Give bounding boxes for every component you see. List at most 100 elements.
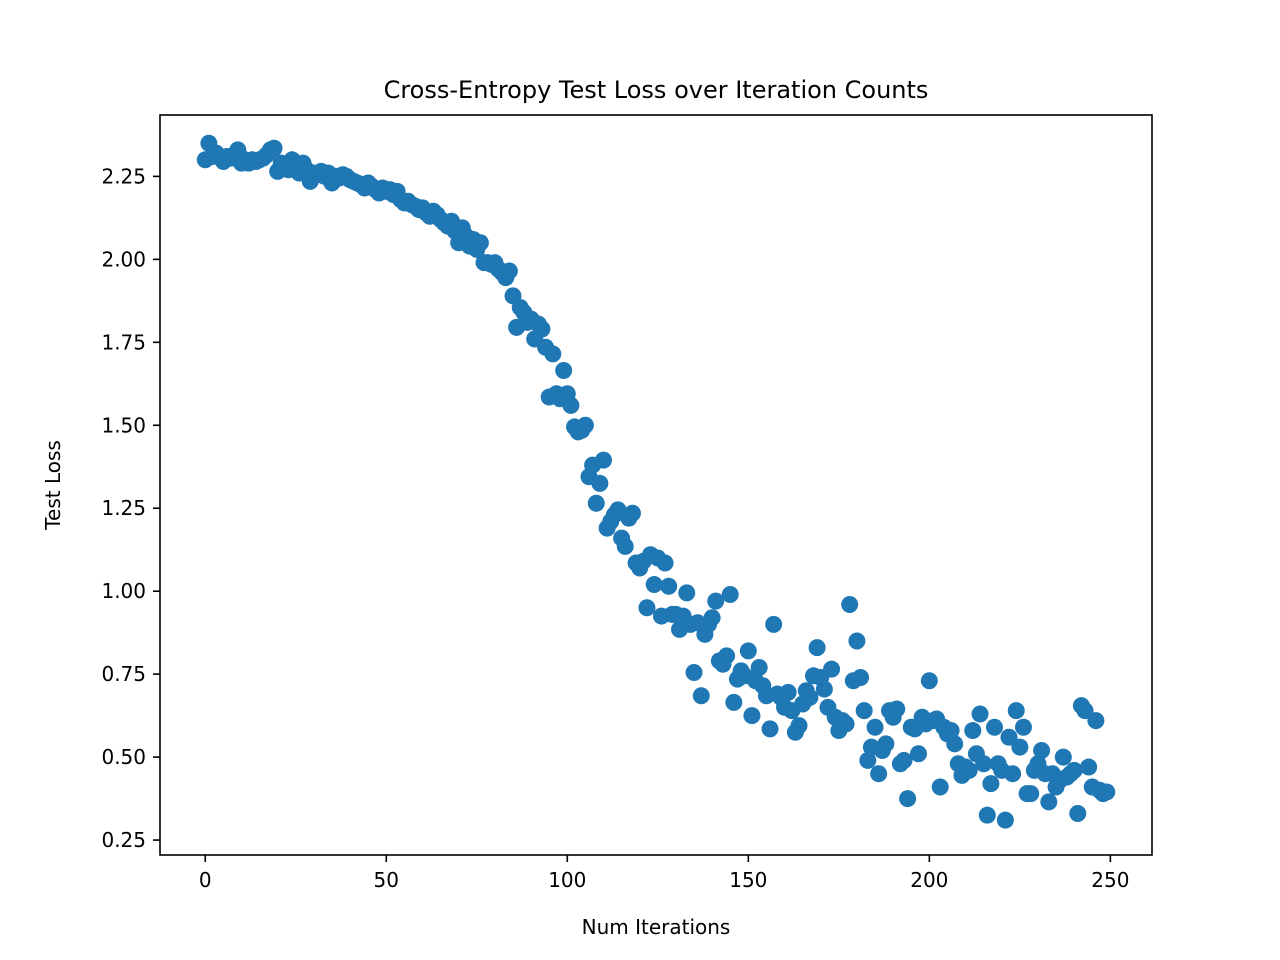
data-point <box>692 687 710 705</box>
data-point <box>1080 758 1098 776</box>
data-point <box>837 715 855 733</box>
x-tick-label: 0 <box>199 868 212 892</box>
data-point <box>721 586 739 604</box>
y-tick-label: 1.00 <box>101 579 146 603</box>
data-point <box>660 577 678 595</box>
data-point <box>703 609 721 627</box>
data-point <box>975 755 993 773</box>
data-point <box>678 584 696 602</box>
y-tick-label: 1.50 <box>101 413 146 437</box>
x-tick-label: 250 <box>1091 868 1129 892</box>
data-point <box>848 632 866 650</box>
data-point <box>841 595 859 613</box>
data-point <box>471 234 489 252</box>
data-point <box>587 494 605 512</box>
data-point <box>888 700 906 718</box>
data-point <box>265 139 283 157</box>
y-tick-label: 0.75 <box>101 662 146 686</box>
data-point <box>555 362 573 380</box>
data-point <box>920 672 938 690</box>
data-point <box>761 720 779 738</box>
x-axis: 0 50 100 150 200 250 <box>199 855 1129 892</box>
x-tick-label: 50 <box>374 868 399 892</box>
data-point <box>815 680 833 698</box>
data-point <box>1033 741 1051 759</box>
data-point <box>544 345 562 363</box>
data-point <box>986 718 1004 736</box>
data-point <box>576 416 594 434</box>
data-point <box>1040 793 1058 811</box>
data-point <box>1076 702 1094 720</box>
y-axis: 0.25 0.50 0.75 1.00 1.25 1.50 1.75 2.00 2.25 <box>101 164 160 852</box>
data-point <box>500 262 518 280</box>
data-point <box>616 537 634 555</box>
plot-area-frame <box>159 114 1153 856</box>
data-point <box>852 668 870 686</box>
data-point <box>645 576 663 594</box>
y-tick-label: 0.50 <box>101 745 146 769</box>
data-point <box>801 688 819 706</box>
data-point <box>931 778 949 796</box>
y-axis-label: Test Loss <box>41 440 65 531</box>
data-point <box>725 693 743 711</box>
data-point <box>765 615 783 633</box>
y-tick-label: 2.00 <box>101 247 146 271</box>
data-point <box>1087 712 1105 730</box>
data-point <box>685 663 703 681</box>
data-point <box>982 775 1000 793</box>
data-point <box>1098 783 1116 801</box>
data-point <box>996 811 1014 829</box>
data-point <box>1065 761 1083 779</box>
data-point <box>971 705 989 723</box>
data-point <box>739 642 757 660</box>
data-point <box>855 702 873 720</box>
data-point <box>1000 728 1018 746</box>
x-tick-label: 100 <box>548 868 586 892</box>
data-point <box>866 718 884 736</box>
data-point <box>978 806 996 824</box>
data-point <box>591 474 609 492</box>
data-point <box>595 451 612 469</box>
data-points <box>196 134 1116 829</box>
y-tick-label: 2.25 <box>101 164 146 188</box>
data-point <box>562 396 580 414</box>
data-point <box>964 722 982 740</box>
data-point <box>1011 738 1029 756</box>
data-point <box>533 320 551 338</box>
data-point <box>1004 765 1022 783</box>
chart-title: Cross-Entropy Test Loss over Iteration C… <box>384 76 929 104</box>
data-point <box>960 761 978 779</box>
data-point <box>877 735 895 753</box>
data-point <box>1054 748 1072 766</box>
data-point <box>1069 805 1087 823</box>
data-point <box>895 751 913 769</box>
data-point <box>823 660 841 678</box>
data-point <box>870 765 888 783</box>
data-point <box>1014 718 1032 736</box>
y-tick-label: 1.25 <box>101 496 146 520</box>
y-tick-label: 1.75 <box>101 330 146 354</box>
data-point <box>859 751 877 769</box>
data-point <box>750 659 768 677</box>
data-point <box>1007 702 1025 720</box>
data-point <box>899 790 917 808</box>
data-point <box>909 745 927 763</box>
data-point <box>946 735 964 753</box>
data-point <box>743 707 761 725</box>
data-point <box>623 504 641 522</box>
x-axis-label: Num Iterations <box>582 915 731 939</box>
data-point <box>638 599 656 617</box>
data-point <box>1022 785 1040 803</box>
data-point <box>656 554 674 572</box>
data-point <box>707 592 725 610</box>
y-tick-label: 0.25 <box>101 828 146 852</box>
data-point <box>779 683 797 701</box>
data-point <box>942 722 960 740</box>
data-point <box>808 639 826 657</box>
data-point <box>718 647 736 665</box>
x-tick-label: 150 <box>729 868 767 892</box>
data-point <box>790 717 808 735</box>
x-tick-label: 200 <box>910 868 948 892</box>
